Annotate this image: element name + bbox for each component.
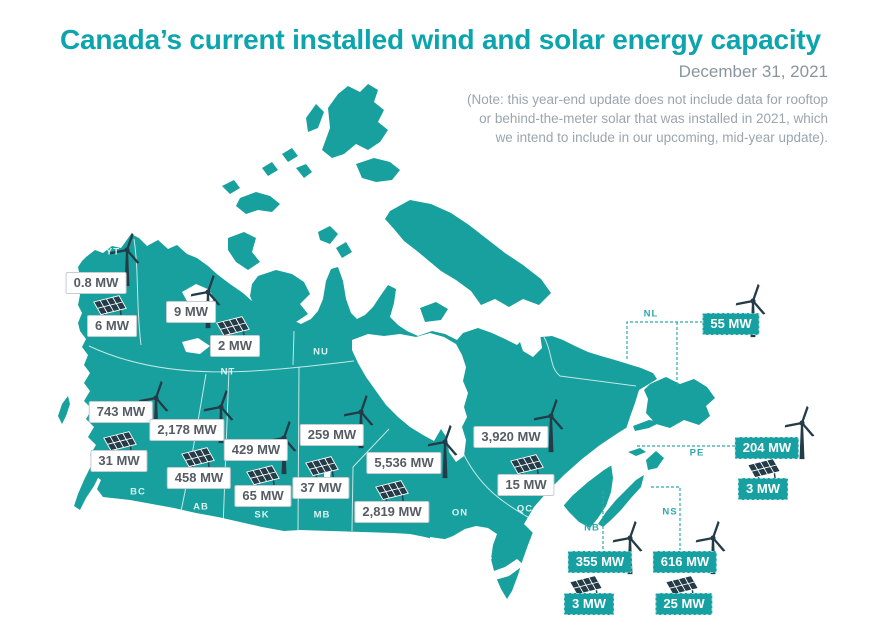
hudson-bay — [352, 333, 468, 462]
province-code-nb: NB — [584, 522, 600, 534]
province-code-nt: NT — [220, 366, 236, 378]
pe-wind-capacity-label: 204 MW — [734, 437, 800, 459]
province-code-bc: BC — [130, 486, 146, 498]
border-nt-nu — [292, 330, 295, 366]
nb-wind-capacity-label: 355 MW — [567, 551, 633, 573]
axel-heiberg-island — [306, 104, 324, 132]
prince-patrick-island — [222, 180, 240, 194]
anticosti-island — [633, 420, 661, 431]
callout-line-ns — [651, 486, 681, 550]
nova-scotia-peninsula — [598, 475, 644, 527]
callout-lines — [602, 321, 736, 550]
nb-solar-capacity-label: 3 MW — [564, 593, 614, 615]
mb-solar-capacity-label: 37 MW — [292, 477, 350, 499]
border-on-qc — [462, 452, 548, 528]
sk-solar-capacity-label: 65 MW — [234, 485, 292, 507]
province-code-nl: NL — [643, 308, 659, 320]
province-code-mb: MB — [313, 509, 331, 521]
cornwallis-island — [282, 148, 298, 162]
mb-wind-capacity-label: 259 MW — [299, 424, 365, 446]
atlantic-islands — [420, 302, 715, 527]
qc-wind-capacity-label: 3,920 MW — [473, 426, 549, 448]
bc-wind-capacity-label: 743 MW — [88, 401, 154, 423]
haida-gwaii — [58, 396, 70, 424]
banks-island — [228, 232, 260, 270]
province-code-on: ON — [451, 507, 469, 519]
pe-solar-capacity-label: 3 MW — [738, 478, 788, 500]
border-mb-on — [351, 428, 390, 532]
ungava-bay — [518, 330, 542, 357]
st-lawrence-gulf — [524, 415, 668, 536]
date-label: December 31, 2021 — [678, 62, 828, 81]
great-slave-lake — [182, 338, 210, 354]
devon-island — [356, 158, 400, 182]
province-code-yt: YT — [105, 246, 121, 258]
somerset-island — [318, 226, 338, 244]
bathurst-island — [296, 164, 312, 178]
lake-erie-ontario — [491, 559, 524, 580]
bc-solar-capacity-label: 31 MW — [90, 450, 148, 472]
page-title: Canada’s current installed wind and sola… — [60, 24, 821, 55]
cape-breton-island — [646, 451, 664, 470]
callout-line-nl — [626, 321, 702, 387]
yt-solar-capacity-label: 6 MW — [87, 315, 137, 337]
qc-solar-capacity-label: 15 MW — [497, 474, 555, 496]
border-60th-parallel — [88, 345, 355, 373]
nt-wind-capacity-label: 9 MW — [166, 301, 216, 323]
lake-superior — [429, 537, 467, 558]
note-text: (Note: this year-end update does not inc… — [467, 90, 828, 147]
note-line: or behind-the-meter solar that was insta… — [479, 111, 828, 126]
melville-island — [236, 192, 280, 214]
border-sk-mb — [297, 366, 300, 531]
arctic-islet — [262, 162, 278, 176]
newfoundland-island — [644, 377, 715, 428]
baffin-island — [385, 200, 551, 307]
province-code-qc: QC — [516, 503, 534, 515]
ab-solar-capacity-label: 458 MW — [166, 467, 232, 489]
border-qc-nl — [543, 336, 637, 387]
ns-solar-capacity-label: 25 MW — [655, 593, 713, 615]
ns-wind-capacity-label: 616 MW — [652, 551, 718, 573]
province-code-nu: NU — [313, 346, 329, 358]
province-code-ns: NS — [662, 506, 678, 518]
prince-of-wales-island — [336, 242, 352, 258]
nl-wind-capacity-label: 55 MW — [702, 313, 760, 335]
southampton-island — [420, 302, 448, 322]
prince-edward-island — [628, 448, 646, 456]
victoria-island — [250, 270, 310, 322]
yt-wind-capacity-label: 0.8 MW — [65, 272, 127, 294]
province-code-sk: SK — [254, 509, 270, 521]
note-line: (Note: this year-end update does not inc… — [467, 92, 828, 107]
on-solar-capacity-label: 2,819 MW — [354, 501, 430, 523]
on-wind-capacity-label: 5,536 MW — [366, 452, 442, 474]
ab-wind-capacity-label: 2,178 MW — [149, 419, 225, 441]
ellesmere-island — [322, 84, 388, 158]
border-yt-nt — [133, 238, 142, 346]
sk-wind-capacity-label: 429 MW — [223, 439, 289, 461]
nt-solar-capacity-label: 2 MW — [210, 335, 260, 357]
province-code-ab: AB — [193, 501, 209, 513]
lake-huron — [467, 549, 492, 570]
note-line: we intend to include in our upcoming, mi… — [495, 130, 828, 145]
province-code-pe: PE — [689, 447, 705, 459]
mainland — [76, 234, 657, 599]
